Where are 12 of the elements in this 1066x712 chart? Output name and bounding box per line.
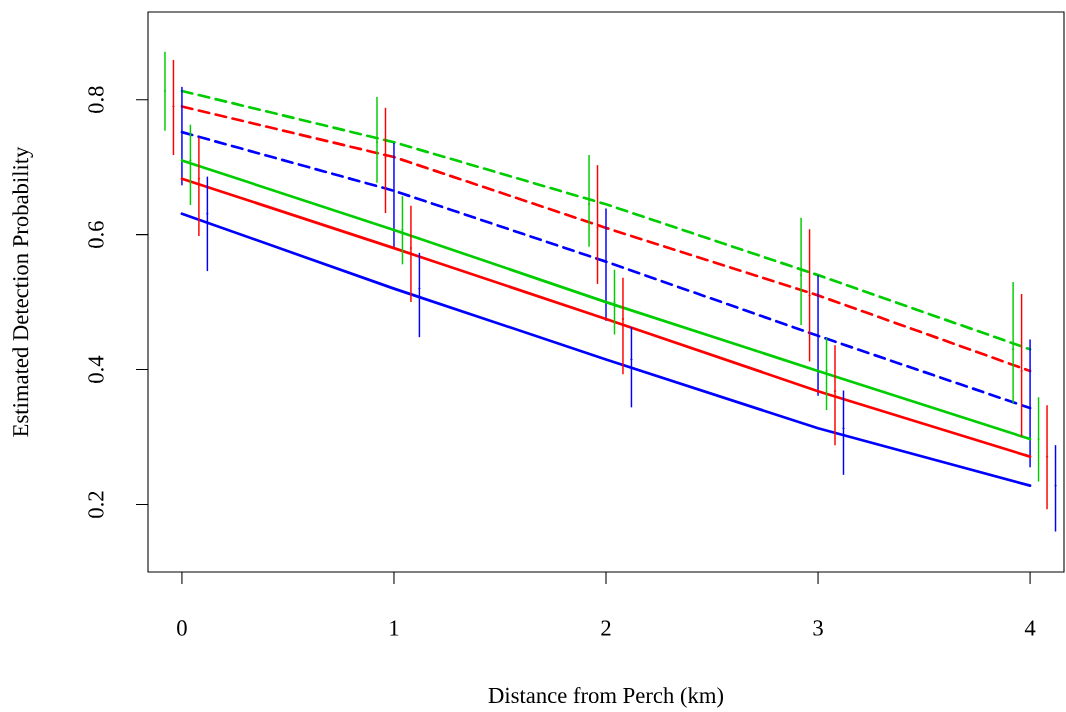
line-series (180, 212, 1032, 487)
x-tick-label: 1 (390, 620, 399, 636)
x-tick-label: 4 (1024, 620, 1036, 636)
y-tick-label: 0.2 (88, 491, 104, 518)
y-tick-label: 0.6 (88, 221, 104, 248)
x-axis-title: Distance from Perch (km) (488, 686, 724, 708)
y-tick-label: 0.8 (88, 86, 104, 113)
y-axis-title: Estimated Detection Probability (12, 146, 33, 437)
y-tick-label: 0.4 (88, 355, 104, 383)
x-tick-label: 0 (177, 620, 187, 636)
x-tick-label: 2 (601, 620, 611, 636)
x-tick-label: 3 (813, 620, 823, 636)
